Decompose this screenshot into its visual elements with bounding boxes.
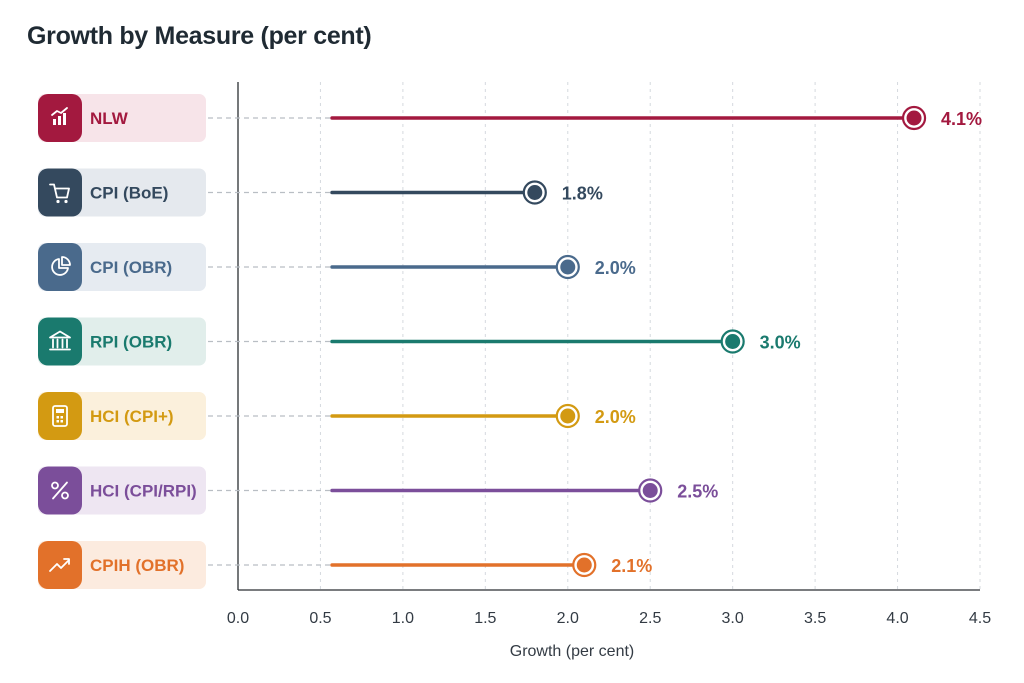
value-marker bbox=[576, 557, 592, 573]
measure-row: HCI (CPI+) 2.0% bbox=[38, 392, 636, 440]
value-label: 2.0% bbox=[595, 407, 636, 427]
category-label: HCI (CPI/RPI) bbox=[90, 482, 197, 501]
x-tick-label: 4.0 bbox=[886, 610, 908, 627]
x-tick-label: 0.0 bbox=[227, 610, 249, 627]
value-label: 2.5% bbox=[677, 482, 718, 502]
axes bbox=[237, 82, 980, 591]
x-tick-label: 3.0 bbox=[722, 610, 744, 627]
value-label: 2.0% bbox=[595, 258, 636, 278]
bar-chart-icon bbox=[38, 94, 82, 142]
category-label: CPIH (OBR) bbox=[90, 556, 184, 575]
x-tick-label: 1.0 bbox=[392, 610, 414, 627]
shopping-cart-icon bbox=[38, 168, 82, 217]
icon-badge bbox=[38, 541, 82, 589]
x-axis-title: Growth (per cent) bbox=[510, 643, 634, 660]
value-marker bbox=[527, 185, 543, 200]
x-tick-labels: 0.0 0.5 1.0 1.5 2.0 2.5 3.0 3.5 4.0 4.5 bbox=[227, 610, 991, 627]
value-label: 4.1% bbox=[941, 109, 982, 129]
category-label: RPI (OBR) bbox=[90, 333, 172, 352]
grid-lines bbox=[319, 82, 981, 590]
value-label: 1.8% bbox=[562, 184, 603, 204]
category-label: HCI (CPI+) bbox=[90, 407, 174, 426]
category-label: CPI (BoE) bbox=[90, 184, 168, 203]
pie-chart-icon bbox=[38, 243, 82, 291]
measure-row: HCI (CPI/RPI) 2.5% bbox=[38, 466, 718, 515]
x-tick-label: 2.0 bbox=[557, 610, 579, 627]
icon-badge bbox=[38, 168, 82, 217]
value-marker bbox=[560, 408, 576, 424]
chart-title: Growth by Measure (per cent) bbox=[27, 22, 372, 50]
data-rows: NLW 4.1% CPI (BoE) 1.8% CPI (OBR) 2.0% RPI (OB… bbox=[38, 94, 982, 589]
percent-icon bbox=[38, 466, 82, 515]
category-label: NLW bbox=[90, 109, 129, 128]
value-marker bbox=[725, 334, 741, 349]
trend-up-icon bbox=[38, 541, 82, 589]
value-label: 3.0% bbox=[760, 333, 801, 353]
value-marker bbox=[906, 110, 922, 126]
calculator-icon bbox=[38, 392, 82, 440]
value-marker bbox=[560, 259, 576, 275]
icon-badge bbox=[38, 243, 82, 291]
category-label: CPI (OBR) bbox=[90, 258, 172, 277]
x-tick-label: 3.5 bbox=[804, 610, 826, 627]
measure-row: NLW 4.1% bbox=[38, 94, 982, 142]
value-marker bbox=[642, 483, 658, 498]
x-tick-label: 1.5 bbox=[474, 610, 496, 627]
x-tick-label: 4.5 bbox=[969, 610, 991, 627]
icon-badge bbox=[38, 317, 82, 366]
value-label: 2.1% bbox=[611, 556, 652, 576]
bank-icon bbox=[38, 317, 82, 366]
measure-row: CPI (BoE) 1.8% bbox=[38, 168, 603, 217]
measure-row: RPI (OBR) 3.0% bbox=[38, 317, 801, 366]
x-tick-label: 0.5 bbox=[309, 610, 331, 627]
measure-row: CPI (OBR) 2.0% bbox=[38, 243, 636, 291]
icon-badge bbox=[38, 392, 82, 440]
x-tick-label: 2.5 bbox=[639, 610, 661, 627]
measure-row: CPIH (OBR) 2.1% bbox=[38, 541, 652, 589]
